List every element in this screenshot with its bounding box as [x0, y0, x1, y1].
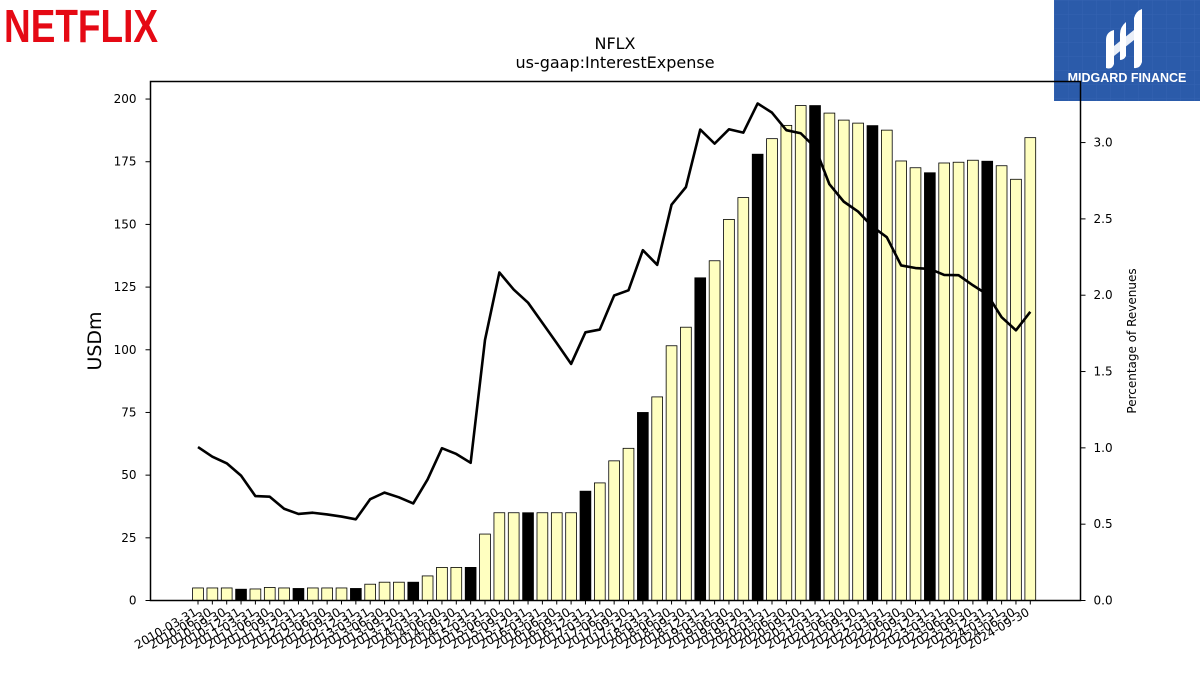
y2-tick-label: 0.5	[1094, 517, 1113, 531]
bar-2013-03-31	[364, 583, 376, 601]
y2-tick-label: 0.0	[1094, 594, 1113, 608]
bar-2013-12-31	[407, 581, 420, 601]
bar-2017-03-31	[594, 482, 606, 601]
y2-tick-label: 3.0	[1094, 136, 1113, 150]
bar-2015-12-31	[522, 512, 534, 601]
y-tick-label: 175	[114, 155, 137, 169]
bar-2013-09-30	[393, 581, 405, 601]
bar-2010-03-31	[192, 587, 204, 601]
bar-2018-06-30	[665, 345, 678, 601]
bar-2023-06-30	[952, 161, 965, 601]
bar-2020-06-30	[780, 124, 793, 601]
y2-tick-label: 1.5	[1094, 365, 1113, 379]
y2-tick-label: 2.0	[1094, 288, 1113, 302]
netflix-logo-text: NETFLIX	[4, 2, 158, 48]
bar-2012-06-30	[321, 587, 333, 601]
line-layer	[197, 102, 1032, 521]
bar-2012-12-31	[350, 588, 362, 601]
bar-2010-09-30	[220, 587, 233, 601]
netflix-logo: NETFLIX	[4, 2, 158, 48]
bar-2014-09-30	[450, 567, 463, 601]
bar-2020-09-30	[794, 105, 807, 601]
bar-2023-03-31	[938, 162, 950, 601]
bar-2018-03-31	[651, 396, 663, 601]
bar-2016-06-30	[550, 512, 563, 601]
bar-2024-09-30	[1024, 137, 1037, 601]
bar-2017-09-30	[622, 447, 635, 601]
bar-2014-03-31	[421, 575, 434, 601]
y-axis-ticks: 0 25 50 75 100 125 150 175 200	[114, 92, 151, 608]
bar-2018-09-30	[680, 326, 692, 601]
bar-2011-06-30	[263, 587, 276, 601]
y2-axis-ticks: 0.0 0.5 1.0 1.5 2.0 2.5 3.0	[1080, 136, 1113, 608]
y2-axis-label: Percentage of Revenues	[1125, 268, 1139, 413]
bar-2013-06-30	[378, 581, 391, 601]
y-tick-label: 200	[114, 92, 137, 106]
bar-2015-03-31	[479, 533, 491, 601]
bar-2016-12-31	[579, 490, 592, 601]
pct-of-revenues-line	[197, 102, 1032, 521]
bar-2010-12-31	[235, 588, 247, 601]
bar-2017-06-30	[608, 460, 620, 601]
bar-2015-09-30	[507, 512, 520, 601]
bar-2022-06-30	[895, 160, 907, 601]
y-tick-label: 100	[114, 343, 137, 357]
bar-2021-06-30	[837, 119, 850, 601]
y-tick-label: 50	[121, 468, 136, 482]
bar-2018-12-31	[694, 277, 707, 601]
bar-2011-09-30	[278, 587, 290, 601]
bar-2020-12-31	[809, 105, 821, 601]
bar-2017-12-31	[637, 412, 649, 601]
bar-2022-12-31	[924, 172, 936, 601]
y-tick-label: 25	[121, 531, 136, 545]
bar-2019-03-31	[708, 260, 721, 601]
bar-2011-12-31	[292, 588, 305, 601]
y-tick-label: 75	[121, 405, 136, 419]
midgard-finance-text: MIDGARD FINANCE	[1068, 71, 1187, 85]
bar-2020-03-31	[766, 138, 778, 601]
bar-2015-06-30	[493, 512, 506, 601]
bar-2024-03-31	[995, 165, 1008, 601]
bar-2021-09-30	[852, 122, 864, 601]
midgard-finance-badge: MIDGARD FINANCE	[1054, 0, 1200, 101]
y2-tick-label: 1.0	[1094, 441, 1113, 455]
bar-2019-09-30	[737, 197, 750, 601]
y-tick-label: 150	[114, 217, 137, 231]
midgard-logo-icon	[1106, 9, 1142, 69]
chart-title: NFLX	[594, 34, 635, 53]
bars-layer	[192, 105, 1037, 601]
x-axis-ticks: 2010-03-312010-06-302010-09-302010-12-31…	[132, 600, 1032, 652]
bar-2012-03-31	[306, 587, 319, 601]
bar-2012-09-30	[335, 587, 348, 601]
chart-subtitle: us-gaap:InterestExpense	[515, 53, 714, 72]
bar-2011-03-31	[249, 588, 262, 601]
plot-frame	[149, 80, 1082, 602]
bar-2022-03-31	[881, 129, 893, 601]
bar-2019-06-30	[723, 218, 735, 601]
bar-2016-03-31	[536, 512, 549, 601]
y-tick-label: 125	[114, 280, 137, 294]
bar-2023-12-31	[981, 160, 994, 601]
y-tick-label: 0	[129, 594, 137, 608]
bar-2016-09-30	[565, 512, 577, 601]
y2-tick-label: 2.5	[1094, 212, 1113, 226]
bar-2014-12-31	[464, 567, 477, 601]
bar-2024-06-30	[1010, 178, 1022, 601]
bar-2023-09-30	[967, 159, 979, 601]
bar-2019-12-31	[751, 153, 764, 601]
bar-2021-12-31	[866, 125, 879, 601]
bar-2014-06-30	[436, 567, 448, 601]
bar-2022-09-30	[909, 167, 922, 601]
bar-2010-06-30	[206, 587, 219, 601]
y-axis-label: USDm	[84, 311, 106, 370]
